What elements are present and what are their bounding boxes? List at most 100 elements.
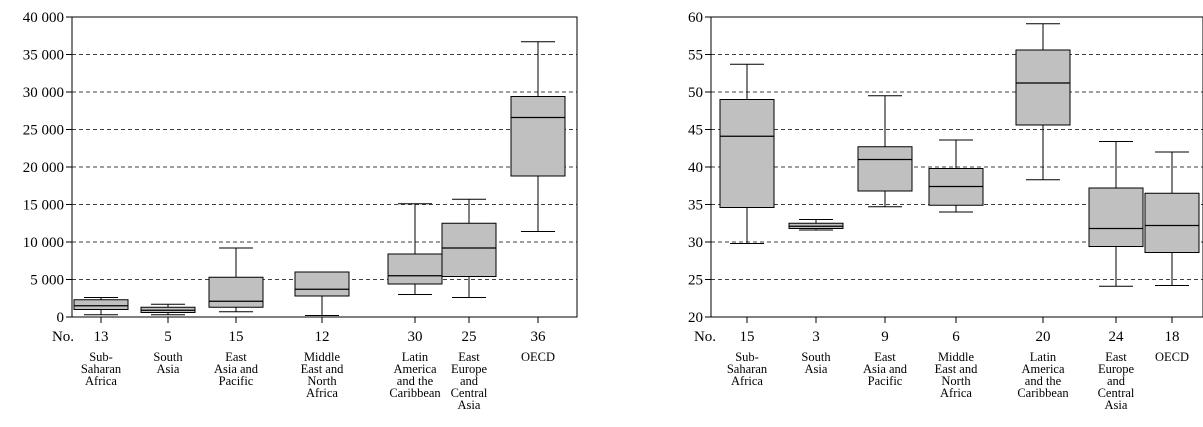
box (387, 253, 443, 285)
y-tick-label: 25 (688, 273, 703, 289)
y-tick-label: 10 000 (23, 235, 64, 251)
category-label-line: and the (1025, 374, 1062, 388)
category-label-line: East (1105, 350, 1127, 364)
category-label-line: OECD (521, 350, 555, 364)
category-label-line: Europe (1098, 362, 1135, 376)
category-label-line: Saharan (727, 362, 768, 376)
category-label: OECD (1155, 350, 1189, 364)
box (294, 271, 350, 297)
category-label-line: Saharan (81, 362, 122, 376)
category-label-line: Pacific (868, 374, 903, 388)
category-label: East Asia and Pacific (863, 350, 908, 388)
category-label: Latin America and the Caribbean (389, 350, 441, 400)
y-tick-label: 20 000 (23, 160, 64, 176)
y-tick-label: 25 000 (23, 123, 64, 139)
category-label-line: Pacific (219, 374, 254, 388)
category-label-line: Europe (451, 362, 488, 376)
category-label-line: America (1021, 362, 1064, 376)
y-tick-label: 50 (688, 85, 703, 101)
count-label: 15 (740, 329, 755, 345)
category-label-line: East (225, 350, 247, 364)
count-label: 13 (94, 329, 109, 345)
y-tick-label: 60 (688, 10, 703, 26)
count-label: 6 (952, 329, 960, 345)
category-label-line: and (460, 374, 479, 388)
count-row-label: No. (52, 329, 74, 345)
category-label-line: Asia and (214, 362, 259, 376)
category-label-line: Asia (1105, 398, 1128, 412)
category-label: Sub-Saharan Africa (81, 350, 122, 388)
plot-frame (71, 16, 578, 318)
y-tick-label: 55 (688, 48, 703, 64)
count-label: 36 (531, 329, 547, 345)
count-label: 12 (315, 329, 330, 345)
category-label-line: and (1107, 374, 1126, 388)
category-label-line: Latin (1030, 350, 1057, 364)
category-label-line: OECD (1155, 350, 1189, 364)
category-label-line: East (874, 350, 896, 364)
category-label: East Europe and Central Asia (451, 350, 488, 412)
category-label-line: South (801, 350, 831, 364)
y-tick-label: 45 (688, 123, 703, 139)
category-label-line: and the (397, 374, 434, 388)
category-label-line: America (393, 362, 436, 376)
category-label-line: North (941, 374, 971, 388)
count-label: 25 (462, 329, 477, 345)
count-row-label: No. (694, 329, 716, 345)
category-label-line: East and (935, 362, 978, 376)
box (1088, 187, 1144, 247)
count-label: 15 (229, 329, 244, 345)
count-label: 20 (1036, 329, 1051, 345)
category-label-line: Middle (938, 350, 975, 364)
category-label: Middle East and North Africa (935, 350, 978, 400)
category-label: OECD (521, 350, 555, 364)
left-chart-gdp-per-capita: 0 5 000 10 000 15 000 20 000 25 000 30 000 35 0… (23, 10, 578, 412)
box (719, 99, 775, 208)
y-tick-label: 30 (688, 235, 703, 251)
category-label: South Asia (153, 350, 183, 376)
y-tick-label: 0 (57, 310, 65, 326)
y-tick-label: 15 000 (23, 198, 64, 214)
category-label-line: Middle (304, 350, 341, 364)
category-label-line: East and (301, 362, 344, 376)
category-label-line: Central (451, 386, 488, 400)
box (1144, 192, 1200, 253)
y-tick-label: 30 000 (23, 85, 64, 101)
category-label-line: Caribbean (1017, 386, 1069, 400)
count-label: 18 (1165, 329, 1180, 345)
count-label: 5 (164, 329, 172, 345)
category-label-line: Caribbean (389, 386, 441, 400)
box (441, 222, 497, 277)
y-tick-label: 40 000 (23, 10, 64, 26)
y-tick-label: 35 000 (23, 48, 64, 64)
category-label-line: East (458, 350, 480, 364)
y-tick-label: 40 (688, 160, 703, 176)
category-label: East Asia and Pacific (214, 350, 259, 388)
plot-frame (710, 16, 1203, 318)
y-tick-label: 5 000 (30, 273, 64, 289)
category-label-line: Africa (85, 374, 117, 388)
count-label: 3 (812, 329, 820, 345)
category-label: South Asia (801, 350, 831, 376)
right-chart-gini-index: 20 25 30 35 40 45 50 55 60 No. 15 Sub-Saharan Africa… (688, 10, 1203, 412)
category-label: Middle East and North Africa (301, 350, 344, 400)
category-label: Sub-Saharan Africa (727, 350, 768, 388)
category-label: Latin America and the Caribbean (1017, 350, 1069, 400)
category-label-line: Asia (458, 398, 481, 412)
category-label-line: Asia (157, 362, 180, 376)
box (510, 96, 566, 177)
count-label: 24 (1109, 329, 1125, 345)
category-label-line: Central (1098, 386, 1135, 400)
category-label-line: Africa (940, 386, 972, 400)
count-label: 9 (881, 329, 889, 345)
box (73, 299, 129, 310)
category-label-line: North (307, 374, 337, 388)
category-label: East Europe and Central Asia (1098, 350, 1135, 412)
y-tick-label: 35 (688, 198, 703, 214)
y-tick-label: 20 (688, 310, 703, 326)
box (1015, 49, 1071, 126)
category-label-line: Africa (306, 386, 338, 400)
category-label-line: Latin (402, 350, 429, 364)
category-label-line: Sub- (89, 350, 113, 364)
